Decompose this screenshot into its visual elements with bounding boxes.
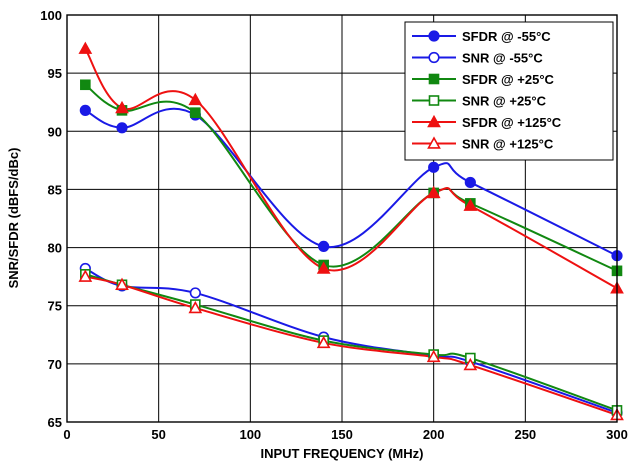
legend-marker [428,51,440,64]
data-point [78,41,93,54]
y-tick-label: 100 [40,8,62,23]
x-axis-ticks: 0 50 100 150 200 250 300 [63,427,627,442]
legend-marker [428,73,440,85]
data-point [316,261,331,274]
y-axis-title: SNR/SFDR (dBFS/dBc) [6,148,21,289]
y-axis-ticks: 65 70 75 80 85 90 95 100 [40,8,62,430]
y-tick-label: 80 [48,241,62,256]
x-axis-title: INPUT FREQUENCY (MHz) [261,446,424,461]
legend-label: SFDR @ +125°C [462,115,562,130]
y-tick-label: 95 [48,66,62,81]
legend: SFDR @ -55°C SNR @ -55°C SFDR @ +25°C SNR @… [404,21,614,161]
legend-label: SNR @ +25°C [462,94,547,109]
legend-label: SNR @ -55°C [462,51,543,66]
legend-marker [428,30,440,42]
y-tick-label: 85 [48,182,62,197]
y-tick-label: 90 [48,124,62,139]
data-point [316,335,331,349]
data-point [426,349,441,363]
data-point [463,357,478,371]
data-point [115,100,129,114]
data-point [188,300,203,314]
plot-frame [66,14,618,423]
series-markers [78,41,624,421]
data-point [115,277,129,290]
data-point [318,240,330,253]
x-tick-label: 250 [514,427,536,442]
legend-marker [427,136,441,149]
x-tick-label: 50 [151,427,165,442]
data-point [426,185,441,199]
series-line [85,275,618,416]
data-point [116,122,128,134]
y-tick-label: 70 [48,357,62,372]
x-tick-label: 0 [63,427,70,442]
legend-box [404,21,614,161]
data-point [463,198,478,211]
data-point [79,104,91,116]
legend-label: SNR @ +125°C [462,137,554,152]
data-point [80,79,91,91]
legend-label: SFDR @ -55°C [462,29,551,44]
data-point [188,92,203,106]
data-point [190,107,201,118]
x-tick-label: 150 [331,427,353,442]
x-tick-label: 300 [606,427,628,442]
x-tick-label: 100 [239,427,261,442]
data-point [78,269,93,282]
data-point [428,161,440,173]
legend-label: SFDR @ +25°C [462,72,555,87]
x-tick-label: 200 [423,427,445,442]
legend-marker [428,95,440,106]
y-tick-label: 75 [48,299,62,314]
y-tick-label: 65 [48,415,62,430]
data-point [189,287,201,299]
legend-marker [427,114,441,128]
data-point [464,176,476,189]
